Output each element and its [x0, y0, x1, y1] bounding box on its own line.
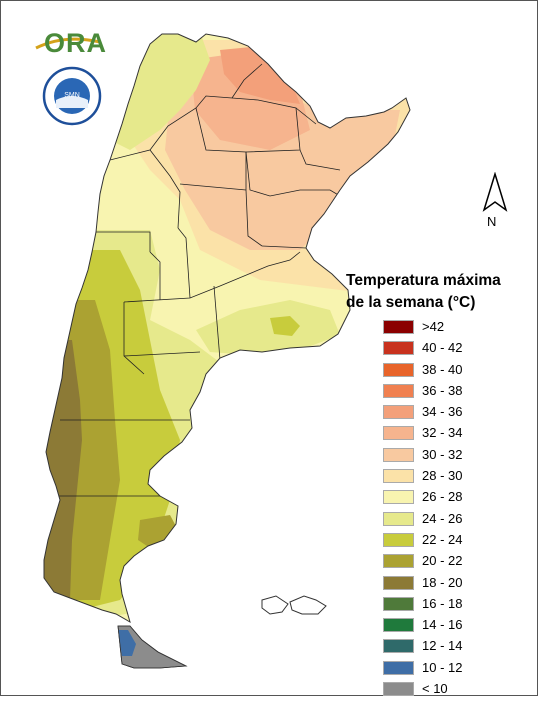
zone-20-22-coast [138, 515, 178, 548]
legend-swatch [383, 320, 414, 334]
legend-label: 28 - 30 [422, 468, 463, 484]
country-outline [43, 33, 411, 624]
legend-label: 20 - 22 [422, 553, 463, 569]
north-label: N [487, 214, 497, 229]
ora-logo-text: ORA [44, 28, 107, 58]
seal-center-text: SMN [64, 92, 80, 99]
province-borders [56, 63, 341, 497]
legend-label: 18 - 20 [422, 574, 463, 590]
legend-swatch [383, 383, 414, 398]
north-arrow-icon [482, 172, 508, 212]
legend-label: < 10 [422, 681, 448, 697]
legend-title: Temperatura máxima de la semana (°C) [346, 270, 536, 314]
ora-swoosh-icon [35, 37, 101, 50]
legend-swatch [383, 554, 414, 569]
legend-label: 16 - 18 [422, 595, 463, 611]
legend-swatch [383, 596, 414, 611]
legend-label: 30 - 32 [422, 446, 463, 462]
legend-swatch [383, 532, 414, 547]
tierra-del-fuego [117, 625, 188, 669]
smn-seal-icon: SMN [42, 66, 102, 126]
legend-label: 32 - 34 [422, 425, 463, 441]
legend-swatch [383, 362, 414, 377]
legend-label: >42 [422, 319, 445, 334]
malvinas-islands [261, 595, 327, 615]
legend-swatch [383, 511, 414, 526]
legend-label: 10 - 12 [422, 659, 463, 675]
zone-24-26-pampa [196, 300, 340, 355]
legend-title-line2: de la semana (°C) [346, 294, 476, 311]
legend-swatch [383, 341, 414, 356]
legend-swatch [383, 490, 414, 505]
zone-34-36-north [220, 46, 300, 104]
legend-swatch [383, 426, 414, 441]
legend-swatch [383, 618, 414, 633]
legend-label: 14 - 16 [422, 617, 463, 633]
legend-swatch [383, 447, 414, 462]
legend-swatch [383, 660, 414, 675]
legend-swatch [383, 575, 414, 590]
legend-swatch [383, 405, 414, 420]
legend-swatch [383, 639, 414, 654]
legend-label: 12 - 14 [422, 638, 463, 654]
legend-label: 36 - 38 [422, 382, 463, 398]
zone-22-24-pampa-spot [270, 316, 300, 336]
legend-label: 24 - 26 [422, 510, 463, 526]
legend-title-line1: Temperatura máxima [346, 272, 501, 289]
legend-swatch [383, 469, 414, 484]
legend-label: 38 - 40 [422, 361, 463, 377]
legend-label: 34 - 36 [422, 404, 463, 420]
legend-label: 26 - 28 [422, 489, 463, 505]
legend-label: 22 - 24 [422, 531, 463, 547]
legend-label: 40 - 42 [422, 340, 463, 356]
legend-swatch [383, 682, 414, 697]
